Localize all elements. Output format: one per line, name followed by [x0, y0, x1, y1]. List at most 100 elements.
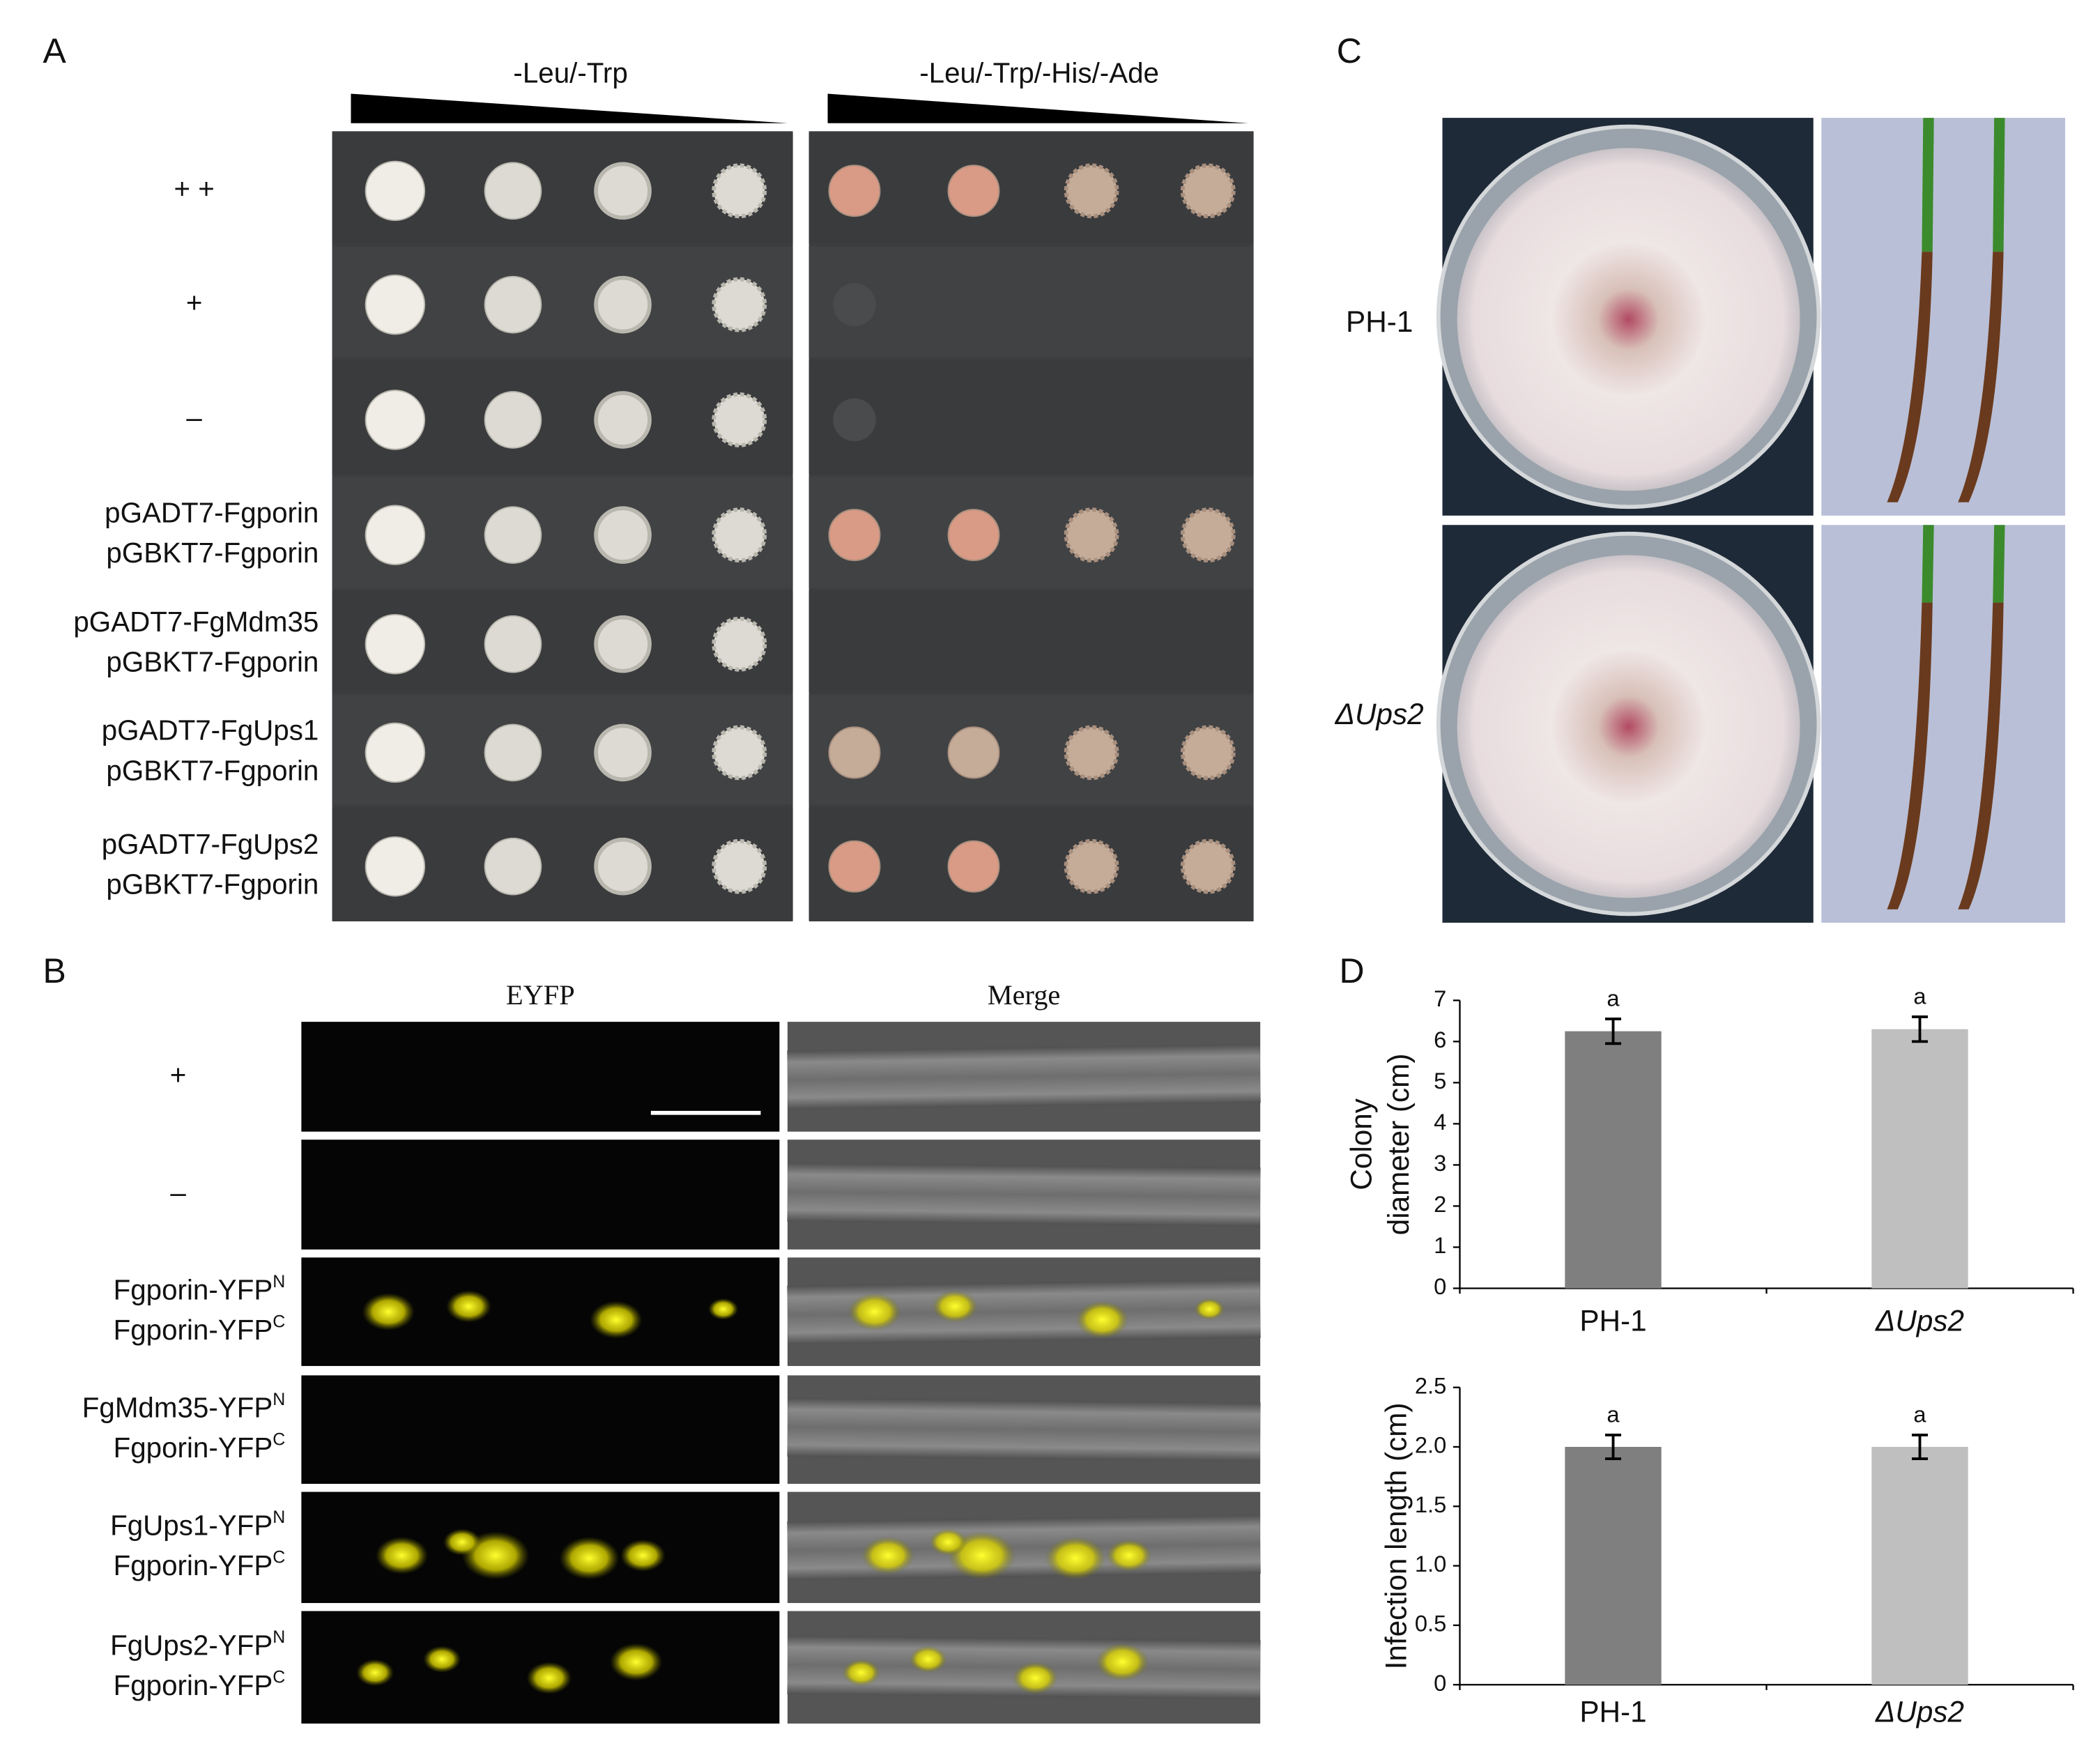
- row-label-sup: C: [273, 1312, 285, 1331]
- seedling-green: [1993, 525, 2005, 603]
- yeast-spot: [712, 725, 767, 781]
- row-label: +: [186, 286, 203, 319]
- y-tick-label: 5: [1434, 1068, 1446, 1094]
- column-header: Merge: [988, 979, 1061, 1011]
- plate-row: [808, 246, 1254, 358]
- yeast-spot: [365, 390, 426, 450]
- yfp-signal: [1194, 1298, 1225, 1320]
- y-axis-label: diameter (cm): [1382, 1054, 1415, 1236]
- micrograph: [301, 1140, 780, 1250]
- yfp-signal: [610, 1643, 663, 1681]
- yeast-spot: [712, 163, 767, 219]
- yeast-spot: [1064, 725, 1119, 781]
- yfp-signal: [861, 1536, 914, 1574]
- yfp-signal: [559, 1536, 620, 1580]
- yeast-spot: [947, 840, 1000, 893]
- yeast-spot: [947, 164, 1000, 217]
- y-tick-label: 1.0: [1415, 1551, 1446, 1577]
- fungal-colony: [1457, 555, 1800, 898]
- yeast-spot: [365, 274, 426, 335]
- row-label: + +: [174, 172, 214, 204]
- row-label: –: [186, 401, 202, 434]
- y-tick-label: 2.5: [1415, 1372, 1446, 1398]
- panel-letter: C: [1337, 31, 1362, 70]
- row-label: pGBKT7-Fgporin: [106, 646, 319, 678]
- row-label-text: –: [170, 1176, 186, 1209]
- significance-letter: a: [1913, 983, 1926, 1009]
- row-label-text: FgUps1-YFP: [110, 1509, 273, 1541]
- hypha: [787, 1514, 1261, 1581]
- yeast-spot: [1180, 725, 1236, 781]
- y-tick-label: 0: [1434, 1273, 1446, 1299]
- x-tick-label: PH-1: [1579, 1305, 1646, 1337]
- yfp-signal: [1045, 1536, 1106, 1580]
- strain-label: ΔUps2: [1335, 698, 1424, 730]
- yeast-spot: [484, 275, 542, 334]
- yeast-spot: [594, 723, 652, 782]
- dilution-wedge: [351, 93, 788, 123]
- yeast-spot: [1180, 838, 1236, 894]
- yeast-spot: [828, 840, 881, 893]
- row-label-text: Fgporin-YFP: [114, 1432, 273, 1464]
- seedling-photo: [1821, 525, 2065, 923]
- yeast-spot: [712, 507, 767, 563]
- yfp-signal: [526, 1662, 572, 1694]
- yfp-signal: [423, 1646, 461, 1673]
- hypha: [787, 1163, 1261, 1227]
- row-label-text: FgMdm35-YFP: [82, 1391, 273, 1423]
- y-tick-label: 1.5: [1415, 1491, 1446, 1517]
- yeast-spot: [594, 275, 652, 334]
- seedling-green: [1922, 525, 1934, 603]
- column-header: EYFP: [506, 979, 575, 1011]
- yeast-spot: [712, 616, 767, 672]
- row-label: Fgporin-YFPN: [114, 1271, 286, 1305]
- yeast-spot: [365, 836, 426, 897]
- row-label-text: FgUps2-YFP: [110, 1629, 273, 1661]
- bar: [1565, 1031, 1662, 1289]
- row-label-sup: C: [273, 1547, 285, 1567]
- hypha: [787, 1397, 1261, 1462]
- panel-letter: B: [43, 951, 66, 990]
- x-tick-label: PH-1: [1579, 1696, 1646, 1728]
- row-label: pGADT7-FgUps2: [102, 828, 319, 860]
- yeast-spot: [1064, 163, 1119, 219]
- bar: [1871, 1446, 1968, 1685]
- yeast-spot: [365, 722, 426, 783]
- row-label: pGADT7-FgUps1: [102, 714, 319, 746]
- yeast-spot: [594, 391, 652, 449]
- column-header: -Leu/-Trp: [513, 56, 627, 89]
- yeast-spot: [828, 509, 881, 562]
- row-label-text: Fgporin-YFP: [114, 1314, 273, 1346]
- fungal-colony: [1457, 148, 1800, 491]
- y-axis-label: Colony: [1344, 1098, 1377, 1190]
- row-label-sup: N: [273, 1390, 285, 1409]
- y-tick-label: 3: [1434, 1150, 1446, 1176]
- row-label-sup: N: [273, 1508, 285, 1527]
- row-label: pGADT7-Fgporin: [105, 496, 319, 528]
- significance-letter: a: [1607, 985, 1620, 1011]
- yfp-signal: [1106, 1539, 1152, 1572]
- row-label: FgUps2-YFPN: [110, 1627, 285, 1662]
- yeast-spot: [712, 838, 767, 894]
- row-label-sup: C: [273, 1429, 285, 1449]
- y-tick-label: 0.5: [1415, 1611, 1446, 1636]
- panel-letter: D: [1340, 951, 1365, 990]
- x-tick-label: ΔUps2: [1875, 1696, 1964, 1728]
- yfp-signal: [590, 1301, 643, 1339]
- row-label: Fgporin-YFPC: [114, 1667, 286, 1701]
- yfp-signal: [1096, 1643, 1149, 1681]
- yeast-spot: [365, 505, 426, 565]
- seedling-green: [1922, 118, 1934, 252]
- row-label-text: Fgporin-YFP: [114, 1549, 273, 1581]
- yeast-spot: [365, 614, 426, 675]
- row-label-sup: N: [273, 1627, 285, 1647]
- yfp-signal: [356, 1659, 394, 1687]
- y-tick-label: 0: [1434, 1670, 1446, 1696]
- significance-letter: a: [1913, 1402, 1926, 1427]
- row-label-text: Fgporin-YFP: [114, 1273, 273, 1305]
- yeast-spot: [484, 506, 542, 564]
- yeast-spot: [484, 837, 542, 896]
- yeast-spot: [828, 164, 881, 217]
- yfp-signal: [708, 1298, 739, 1320]
